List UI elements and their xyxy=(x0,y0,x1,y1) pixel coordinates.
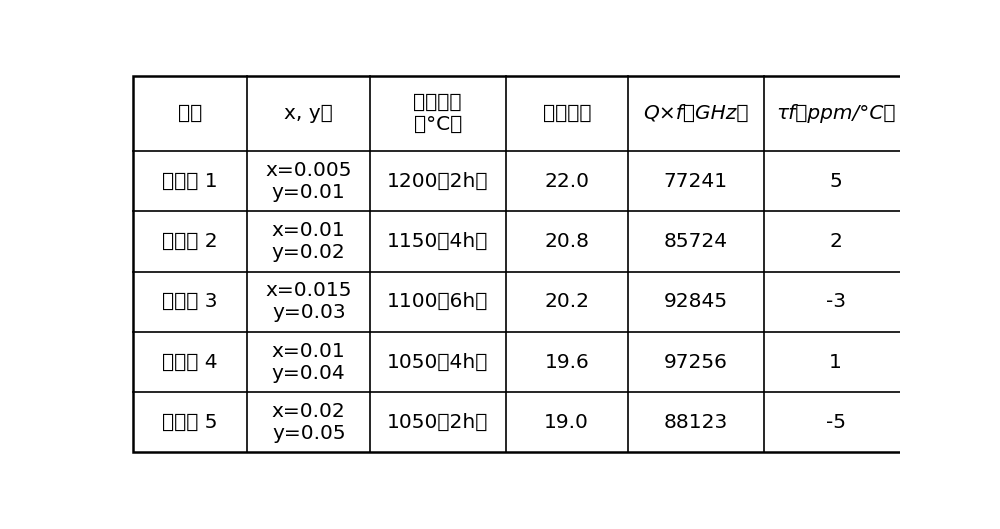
Text: τf（ppm/°C）: τf（ppm/°C） xyxy=(776,104,895,123)
Text: 97256: 97256 xyxy=(664,352,728,371)
Text: 1: 1 xyxy=(829,352,842,371)
Text: 1050（2h）: 1050（2h） xyxy=(387,413,488,432)
Text: 1100（6h）: 1100（6h） xyxy=(387,292,488,311)
Text: x=0.015
y=0.03: x=0.015 y=0.03 xyxy=(265,281,352,322)
Text: 5: 5 xyxy=(829,172,842,190)
Text: x=0.01
y=0.04: x=0.01 y=0.04 xyxy=(272,342,346,382)
Text: 实施例 1: 实施例 1 xyxy=(162,172,218,190)
Text: -3: -3 xyxy=(826,292,846,311)
Text: 1050（4h）: 1050（4h） xyxy=(387,352,488,371)
Text: 烧结温度: 烧结温度 xyxy=(413,93,462,112)
Text: 20.2: 20.2 xyxy=(544,292,589,311)
Text: 19.0: 19.0 xyxy=(544,413,589,432)
Text: 77241: 77241 xyxy=(664,172,728,190)
Text: -5: -5 xyxy=(826,413,846,432)
Text: 实施例 2: 实施例 2 xyxy=(162,232,218,251)
Text: x, y值: x, y值 xyxy=(284,104,333,123)
Text: Q×f（GHz）: Q×f（GHz） xyxy=(643,104,749,123)
Text: 1150（4h）: 1150（4h） xyxy=(387,232,488,251)
Text: 92845: 92845 xyxy=(664,292,728,311)
Text: （°C）: （°C） xyxy=(414,115,462,134)
Text: 85724: 85724 xyxy=(664,232,728,251)
Text: x=0.01
y=0.02: x=0.01 y=0.02 xyxy=(272,221,346,262)
Text: x=0.005
y=0.01: x=0.005 y=0.01 xyxy=(265,161,352,202)
Text: 介电常数: 介电常数 xyxy=(542,104,591,123)
Text: 2: 2 xyxy=(829,232,842,251)
Text: 实施例 3: 实施例 3 xyxy=(162,292,218,311)
Text: 实施例 5: 实施例 5 xyxy=(162,413,218,432)
Text: 1200（2h）: 1200（2h） xyxy=(387,172,488,190)
Text: 22.0: 22.0 xyxy=(544,172,589,190)
Text: 88123: 88123 xyxy=(664,413,728,432)
Text: x=0.02
y=0.05: x=0.02 y=0.05 xyxy=(272,402,346,443)
Text: 20.8: 20.8 xyxy=(544,232,589,251)
Text: 编号: 编号 xyxy=(178,104,202,123)
Text: 实施例 4: 实施例 4 xyxy=(162,352,218,371)
Text: 19.6: 19.6 xyxy=(544,352,589,371)
